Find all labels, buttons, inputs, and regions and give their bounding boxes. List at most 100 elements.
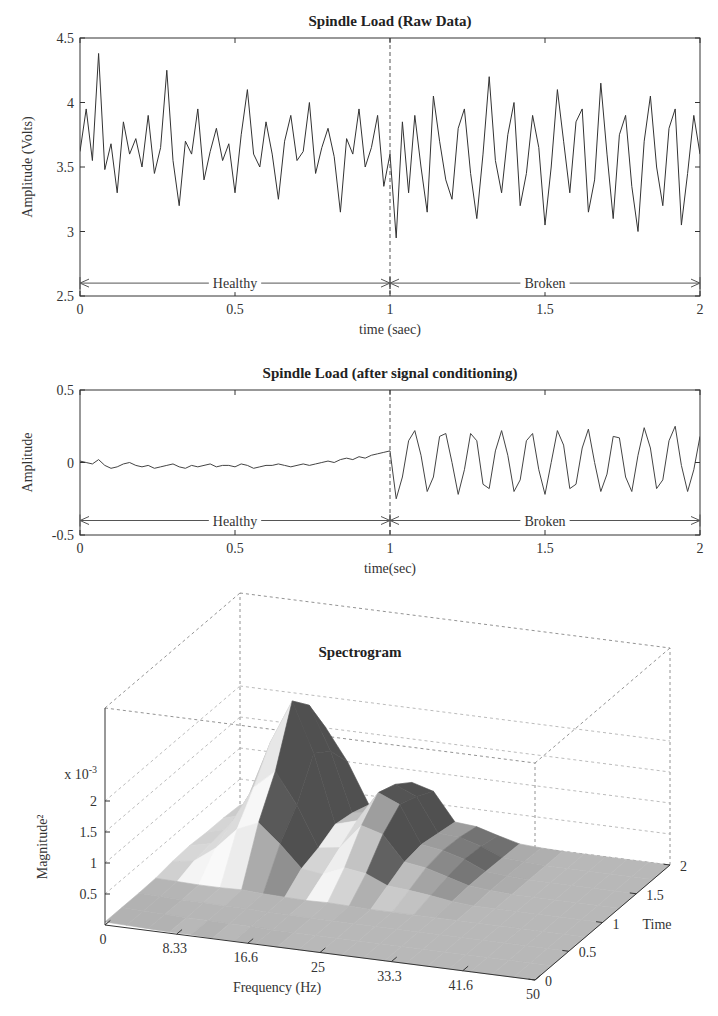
grid-line: [105, 717, 240, 832]
y-tick: [695, 535, 700, 536]
x-tick-label: 1.5: [536, 302, 554, 317]
z-multiplier: x 10-3: [64, 764, 97, 782]
y-tick: [80, 231, 85, 232]
y-tick: [664, 864, 670, 866]
surface-cell: [564, 920, 602, 937]
y-tick: [80, 390, 85, 391]
x-tick: [700, 291, 701, 296]
z-tick: [105, 832, 110, 833]
x-tick: [545, 390, 546, 395]
x-tick-label: 2: [697, 541, 704, 556]
label-patch: [209, 275, 261, 292]
x-tick: [177, 930, 182, 935]
x-tick-label: 2: [697, 302, 704, 317]
annotation-arrow: [381, 517, 390, 525]
x-tick-label: 25: [311, 960, 325, 975]
x-tick: [235, 390, 236, 395]
x-tick: [235, 38, 236, 43]
z-tick-label: 1: [90, 856, 97, 871]
x-tick: [463, 966, 468, 971]
annotation-arrow: [381, 279, 390, 287]
z-multiplier-exponent: -3: [89, 764, 97, 775]
y-tick-label: 0: [545, 974, 552, 989]
x-tick: [545, 38, 546, 43]
plot-frame: [80, 390, 700, 535]
y-tick: [695, 167, 700, 168]
annotation-arrow: [691, 279, 700, 287]
box-edge: [240, 593, 670, 648]
y-tick: [80, 167, 85, 168]
z-tick-label: 0.5: [80, 887, 98, 902]
y-tick-label: 1.5: [646, 888, 664, 903]
x-tick-label: 1: [387, 541, 394, 556]
z-axis: [105, 708, 106, 925]
x-tick: [390, 291, 391, 296]
annotation-arrow: [390, 517, 399, 525]
x-axis-title: time(sec): [364, 561, 416, 577]
x-tick: [700, 38, 701, 43]
x-tick: [235, 530, 236, 535]
z-tick: [105, 894, 110, 895]
x-tick-label: 0.5: [226, 302, 244, 317]
grid-line: [105, 686, 240, 801]
annotation-arrow: [390, 279, 399, 287]
y-tick: [80, 462, 85, 463]
surface-cell: [632, 862, 670, 879]
x-tick: [320, 948, 325, 953]
y-axis-title: Time: [643, 917, 672, 932]
x-tick: [80, 38, 81, 43]
y-tick: [695, 231, 700, 232]
y-tick: [695, 102, 700, 103]
annotation: Healthy: [80, 275, 390, 292]
annotation-arrow: [691, 517, 700, 525]
z-tick-label: 2: [90, 794, 97, 809]
annotation: Broken: [390, 275, 700, 292]
y-tick: [695, 390, 700, 391]
y-axis-title: Amplitude (Volts): [20, 116, 36, 218]
x-tick: [700, 390, 701, 395]
title: Spindle Load (Raw Data): [309, 13, 472, 30]
x-tick-label: 8.33: [162, 941, 187, 956]
y-tick-label: 2: [680, 859, 687, 874]
divider-line: [390, 38, 391, 296]
x-tick: [545, 530, 546, 535]
line-panel: Spindle Load (Raw Data)00.511.522.533.54…: [20, 13, 704, 338]
annotation-arrow: [80, 279, 89, 287]
x-tick: [80, 530, 81, 535]
title: Spectrogram: [318, 644, 402, 660]
y-tick-label: 0: [67, 456, 74, 471]
x-tick: [80, 291, 81, 296]
y-tick: [695, 462, 700, 463]
y-tick-label: 2.5: [57, 289, 75, 304]
y-tick-label: 4: [67, 96, 74, 111]
x-tick: [391, 957, 396, 962]
surface-cell: [598, 891, 636, 908]
x-tick-label: 50: [526, 987, 540, 1002]
x-tick-label: 1: [387, 302, 394, 317]
box-edge: [670, 648, 671, 865]
y-tick: [695, 296, 700, 297]
annotation-label: Broken: [524, 514, 565, 529]
y-tick: [529, 979, 535, 981]
z-tick: [105, 863, 110, 864]
z-tick: [105, 801, 110, 802]
x-tick-label: 33.3: [377, 969, 402, 984]
surface-cell: [530, 949, 568, 966]
annotation-label: Broken: [524, 276, 565, 291]
y-tick-label: 1: [613, 917, 620, 932]
y-tick-label: 0.5: [57, 383, 75, 398]
z-axis-title: Magnitude²: [35, 814, 50, 879]
x-tick-label: 1.5: [536, 541, 554, 556]
label-patch: [209, 513, 261, 530]
x-tick: [80, 390, 81, 395]
x-tick: [535, 975, 540, 980]
y-tick: [695, 38, 700, 39]
x-tick-label: 0: [77, 541, 84, 556]
box-edge: [535, 648, 670, 763]
annotation-arrow: [80, 517, 89, 525]
z-tick-label: 1.5: [80, 825, 98, 840]
y-tick-label: 3: [67, 225, 74, 240]
box-edge: [105, 593, 240, 708]
y-tick: [80, 296, 85, 297]
x-tick: [105, 920, 110, 925]
